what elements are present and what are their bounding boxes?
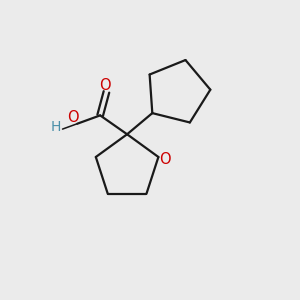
Text: H: H xyxy=(51,120,62,134)
Text: O: O xyxy=(99,78,111,93)
Text: O: O xyxy=(67,110,79,125)
Text: O: O xyxy=(159,152,170,167)
